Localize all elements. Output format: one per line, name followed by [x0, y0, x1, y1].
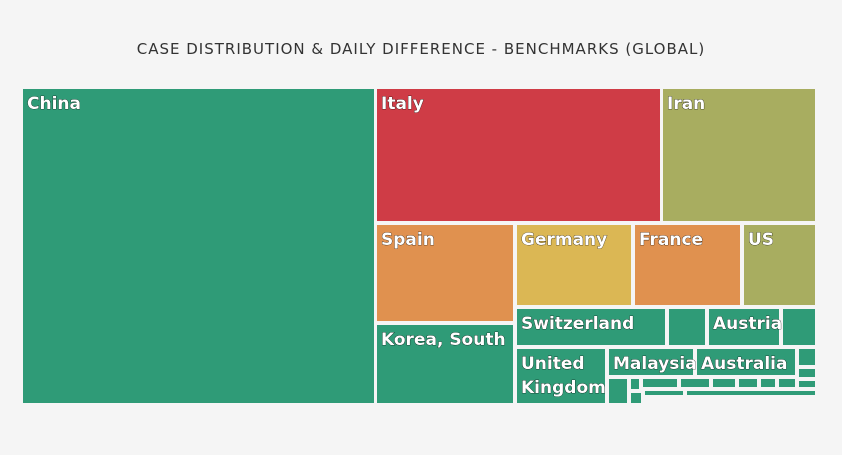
treemap-label-austria: Austria — [713, 314, 782, 334]
treemap-label-germany: Germany — [521, 230, 607, 250]
treemap-cell-iran[interactable] — [661, 87, 817, 223]
treemap-cell-small-27[interactable] — [643, 389, 685, 397]
treemap-cell-switzerland[interactable] — [515, 307, 667, 347]
treemap-cell-korea-south[interactable] — [375, 323, 515, 405]
treemap-label-france: France — [639, 230, 703, 250]
treemap-cell-small-28[interactable] — [685, 389, 817, 397]
treemap-cell-small-18[interactable] — [629, 377, 641, 391]
treemap-cell-france[interactable] — [633, 223, 742, 307]
treemap-cell-small-14[interactable] — [781, 307, 817, 347]
treemap-cell-us[interactable] — [742, 223, 817, 307]
treemap-label-iran: Iran — [667, 94, 705, 114]
treemap-label-italy: Italy — [381, 94, 424, 114]
treemap-cell-small-19[interactable] — [641, 377, 679, 389]
treemap-label-korea-south: Korea, South — [381, 330, 506, 350]
treemap-cell-small-15[interactable] — [797, 347, 817, 367]
chart-title: CASE DISTRIBUTION & DAILY DIFFERENCE - B… — [136, 40, 706, 58]
treemap-cell-small-24[interactable] — [777, 377, 797, 389]
treemap-cell-united-kingdom[interactable] — [515, 347, 607, 405]
treemap-labels: China Italy Iran Spain Germany France US Korea,… — [27, 94, 788, 399]
treemap-label-australia: Australia — [701, 354, 788, 374]
treemap-label-china: China — [27, 94, 81, 114]
treemap-label-switzerland: Switzerland — [521, 314, 634, 334]
treemap-cell-small-13[interactable] — [667, 307, 707, 347]
treemap-cell-small-25[interactable] — [797, 379, 817, 389]
treemap-cell-australia[interactable] — [695, 347, 797, 377]
treemap-cell-china[interactable] — [21, 87, 376, 405]
treemap-cell-small-26[interactable] — [629, 391, 643, 405]
treemap-cell-small-16[interactable] — [797, 367, 817, 379]
treemap-cell-small-23[interactable] — [759, 377, 777, 389]
treemap-label-us: US — [748, 230, 774, 250]
treemap-cell-small-21[interactable] — [711, 377, 737, 389]
treemap-label-united-kingdom: United Kingdom — [521, 354, 606, 398]
treemap-cell-spain[interactable] — [375, 223, 515, 323]
treemap-cell-italy[interactable] — [375, 87, 662, 223]
treemap-label-malaysia: Malaysia — [613, 354, 697, 374]
treemap-cell-small-20[interactable] — [679, 377, 711, 389]
treemap-cell-germany[interactable] — [515, 223, 633, 307]
treemap-cell-small-17[interactable] — [607, 377, 629, 405]
treemap-label-spain: Spain — [381, 230, 435, 250]
treemap-cell-malaysia[interactable] — [607, 347, 695, 377]
treemap-cell-austria[interactable] — [707, 307, 781, 347]
treemap-cell-small-22[interactable] — [737, 377, 759, 389]
treemap-cells — [21, 87, 817, 405]
